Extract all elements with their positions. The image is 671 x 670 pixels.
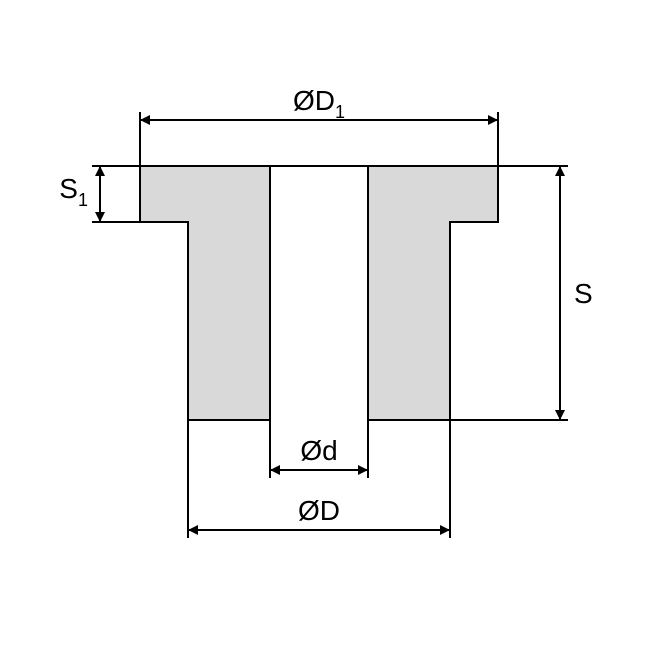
dimension-D1: ØD1 (140, 85, 498, 166)
label-D: ØD (298, 495, 340, 526)
label-S1: S (59, 173, 78, 204)
bushing-cross-section-diagram: ØD1 S1 S Ød ØD (0, 0, 671, 670)
label-d: Ød (300, 435, 337, 466)
bushing-shape (140, 166, 498, 420)
label-D1: ØD (293, 85, 335, 116)
dimension-d: Ød (270, 420, 368, 478)
label-S: S (574, 278, 593, 309)
dimension-S1: S1 (59, 166, 140, 222)
label-D1-sub: 1 (335, 102, 345, 122)
svg-text:ØD1: ØD1 (293, 85, 345, 122)
label-S1-sub: 1 (78, 190, 88, 210)
svg-text:S1: S1 (59, 173, 88, 210)
